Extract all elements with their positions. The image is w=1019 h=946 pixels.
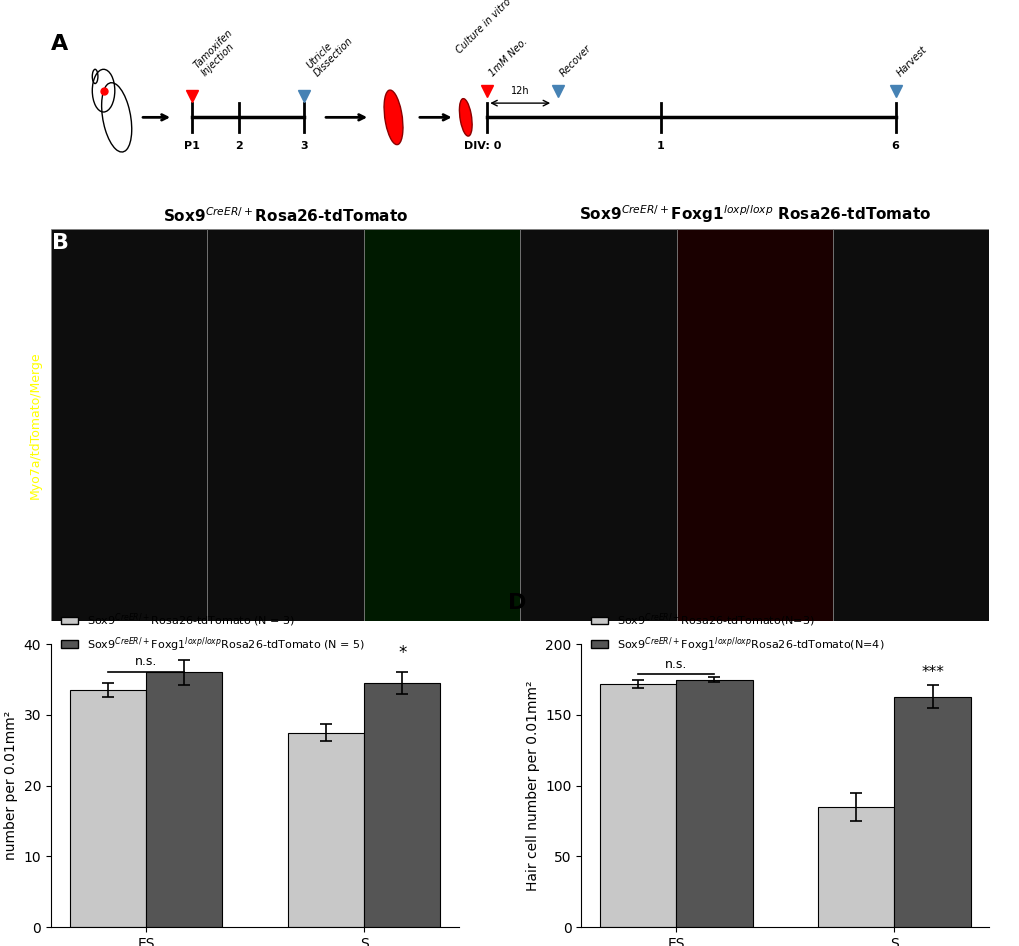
Bar: [894, 696, 970, 927]
Text: Recover: Recover: [557, 43, 592, 79]
Bar: [817, 807, 894, 927]
Text: Sox9$^{CreER/+}$Rosa26-tdTomato: Sox9$^{CreER/+}$Rosa26-tdTomato: [163, 206, 408, 225]
Text: Sox9$^{CreER/+}$Foxg1$^{loxp/loxp}$ Rosa26-tdTomato: Sox9$^{CreER/+}$Foxg1$^{loxp/loxp}$ Rosa…: [578, 203, 930, 225]
Text: Harvest: Harvest: [895, 44, 928, 79]
Y-axis label: Hair cell number per 0.01mm²: Hair cell number per 0.01mm²: [525, 680, 539, 891]
Text: D: D: [507, 593, 526, 613]
Text: n.s.: n.s.: [135, 655, 157, 668]
Bar: [146, 673, 222, 927]
Text: Tamoxifen
Injection: Tamoxifen Injection: [192, 27, 243, 79]
Y-axis label: Sox9-tdTomato⁺ hair cell
number per 0.01mm²: Sox9-tdTomato⁺ hair cell number per 0.01…: [0, 700, 18, 871]
Ellipse shape: [459, 98, 472, 136]
Text: P1: P1: [183, 141, 200, 151]
Text: A: A: [51, 34, 68, 54]
Text: 2: 2: [234, 141, 243, 151]
Bar: [287, 732, 364, 927]
Bar: [599, 684, 676, 927]
Bar: [676, 229, 833, 622]
Text: n.s.: n.s.: [664, 658, 687, 671]
Text: ***: ***: [920, 664, 944, 679]
Bar: [833, 229, 988, 622]
Text: Culture in vitro: Culture in vitro: [454, 0, 513, 55]
Ellipse shape: [384, 90, 403, 145]
Text: 3: 3: [301, 141, 308, 151]
Bar: [520, 229, 676, 622]
Bar: [364, 229, 520, 622]
Bar: [69, 691, 146, 927]
Bar: [51, 229, 207, 622]
Text: 1mM Neo.: 1mM Neo.: [487, 36, 529, 79]
Text: Utricle
Dissection: Utricle Dissection: [304, 27, 355, 79]
Bar: [676, 679, 752, 927]
Text: Myo7a/tdTomato/Merge: Myo7a/tdTomato/Merge: [29, 352, 42, 499]
Text: DIV: 0: DIV: 0: [464, 141, 501, 151]
Legend: Sox9$^{CreER/+}$Rosa26-tdTomato(N=3), Sox9$^{CreER/+}$Foxg1$^{loxp/loxp}$Rosa26-: Sox9$^{CreER/+}$Rosa26-tdTomato(N=3), So…: [586, 607, 888, 658]
Text: *: *: [397, 644, 406, 662]
Text: 6: 6: [891, 141, 899, 151]
Text: 1: 1: [656, 141, 664, 151]
Text: 12h: 12h: [511, 86, 529, 96]
Bar: [364, 683, 440, 927]
Bar: [207, 229, 364, 622]
Text: B: B: [52, 233, 69, 253]
Legend: Sox9$^{CreER/+}$Rosa26-tdTomato (N = 3), Sox9$^{CreER/+}$Foxg1$^{loxp/loxp}$Rosa: Sox9$^{CreER/+}$Rosa26-tdTomato (N = 3),…: [56, 607, 369, 658]
